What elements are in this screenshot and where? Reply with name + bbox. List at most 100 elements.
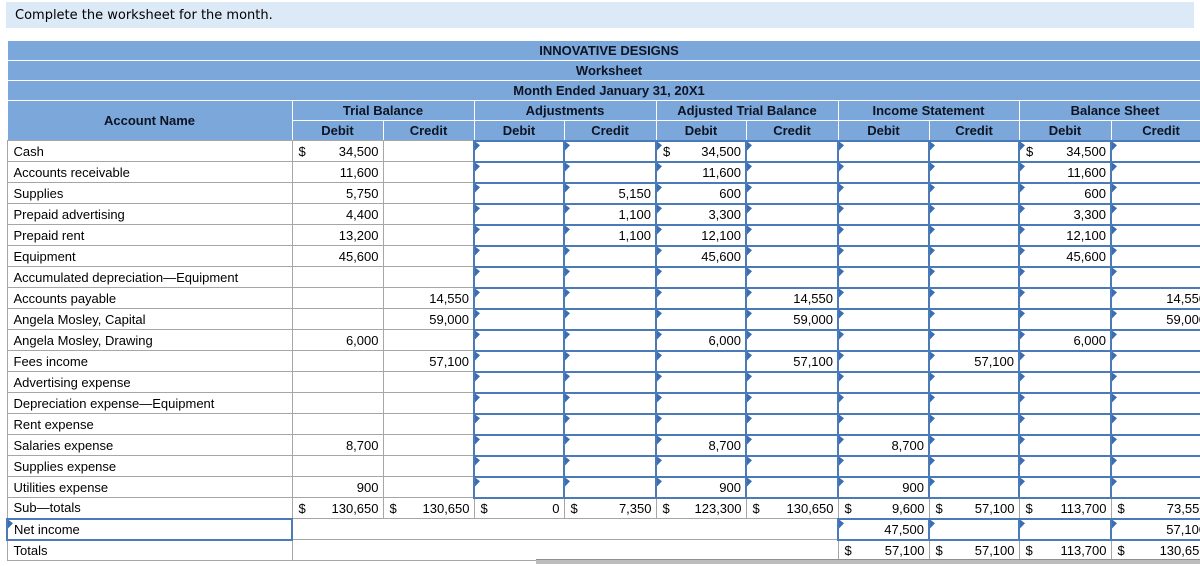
- cell-adjusted-trial-balance-debit[interactable]: 45,600: [655, 244, 747, 268]
- cell-income-statement-debit[interactable]: [837, 139, 930, 163]
- cell-adjusted-trial-balance-credit[interactable]: [745, 391, 839, 415]
- cell-adjustments-debit[interactable]: [473, 286, 565, 310]
- cell-adjusted-trial-balance-debit[interactable]: 8,700: [655, 433, 747, 457]
- cell-balance-sheet-debit[interactable]: [1018, 475, 1112, 499]
- cell-balance-sheet-debit[interactable]: [1018, 265, 1112, 289]
- cell-adjusted-trial-balance-debit[interactable]: 6,000: [655, 328, 747, 352]
- cell-balance-sheet-debit[interactable]: [1018, 517, 1112, 541]
- cell-adjusted-trial-balance-credit[interactable]: 59,000: [745, 307, 839, 331]
- cell-adjusted-trial-balance-debit[interactable]: 11,600: [655, 160, 747, 184]
- cell-balance-sheet-debit[interactable]: [1018, 286, 1112, 310]
- cell-income-statement-credit[interactable]: [928, 307, 1020, 331]
- cell-adjusted-trial-balance-credit[interactable]: [745, 412, 839, 436]
- cell-adjusted-trial-balance-credit[interactable]: [745, 139, 839, 163]
- cell-balance-sheet-credit[interactable]: [1109, 160, 1200, 184]
- cell-adjusted-trial-balance-credit[interactable]: [745, 244, 839, 268]
- cell-adjustments-debit[interactable]: [473, 391, 565, 415]
- cell-balance-sheet-debit[interactable]: [1018, 391, 1112, 415]
- cell-adjustments-debit[interactable]: [473, 433, 565, 457]
- cell-adjusted-trial-balance-debit[interactable]: [655, 286, 747, 310]
- cell-adjusted-trial-balance-debit[interactable]: 600: [655, 181, 747, 205]
- cell-adjusted-trial-balance-debit[interactable]: [655, 412, 747, 436]
- cell-adjusted-trial-balance-credit[interactable]: [745, 475, 839, 499]
- cell-balance-sheet-debit[interactable]: [1018, 412, 1112, 436]
- cell-balance-sheet-credit[interactable]: [1109, 202, 1200, 226]
- cell-adjustments-debit[interactable]: [473, 349, 565, 373]
- cell-adjusted-trial-balance-credit[interactable]: 14,550: [745, 286, 839, 310]
- cell-income-statement-credit[interactable]: [928, 391, 1020, 415]
- cell-adjusted-trial-balance-debit[interactable]: 3,300: [655, 202, 747, 226]
- cell-income-statement-credit[interactable]: [928, 517, 1020, 541]
- cell-adjusted-trial-balance-debit[interactable]: [655, 265, 747, 289]
- cell-adjustments-debit[interactable]: [473, 454, 565, 478]
- cell-balance-sheet-credit[interactable]: [1109, 391, 1200, 415]
- cell-adjustments-debit[interactable]: [473, 265, 565, 289]
- cell-adjustments-credit[interactable]: [563, 412, 657, 436]
- horizontal-scrollbar[interactable]: [536, 559, 1200, 564]
- cell-balance-sheet-credit[interactable]: [1109, 370, 1200, 394]
- cell-adjustments-credit[interactable]: 1,100: [563, 223, 657, 247]
- cell-balance-sheet-credit[interactable]: 14,550: [1109, 286, 1200, 310]
- cell-balance-sheet-credit[interactable]: [1109, 223, 1200, 247]
- cell-adjustments-debit[interactable]: [473, 370, 565, 394]
- cell-income-statement-credit[interactable]: [928, 160, 1020, 184]
- cell-income-statement-debit[interactable]: [837, 244, 930, 268]
- cell-income-statement-credit[interactable]: [928, 286, 1020, 310]
- cell-adjusted-trial-balance-debit[interactable]: [655, 307, 747, 331]
- cell-adjustments-credit[interactable]: [563, 139, 657, 163]
- cell-adjusted-trial-balance-debit[interactable]: [655, 349, 747, 373]
- cell-balance-sheet-debit[interactable]: 45,600: [1018, 244, 1112, 268]
- cell-adjusted-trial-balance-debit[interactable]: 12,100: [655, 223, 747, 247]
- cell-income-statement-credit[interactable]: [928, 265, 1020, 289]
- account-name-cell[interactable]: Net income: [6, 517, 293, 541]
- cell-income-statement-debit[interactable]: [837, 181, 930, 205]
- cell-adjustments-credit[interactable]: 5,150: [563, 181, 657, 205]
- cell-income-statement-debit[interactable]: [837, 286, 930, 310]
- cell-balance-sheet-debit[interactable]: 600: [1018, 181, 1112, 205]
- cell-balance-sheet-credit[interactable]: 59,000: [1109, 307, 1200, 331]
- cell-adjustments-credit[interactable]: [563, 286, 657, 310]
- cell-income-statement-debit[interactable]: [837, 307, 930, 331]
- cell-balance-sheet-credit[interactable]: [1109, 454, 1200, 478]
- cell-balance-sheet-debit[interactable]: 12,100: [1018, 223, 1112, 247]
- cell-adjusted-trial-balance-debit[interactable]: [655, 391, 747, 415]
- cell-income-statement-debit[interactable]: [837, 349, 930, 373]
- cell-adjustments-credit[interactable]: 1,100: [563, 202, 657, 226]
- cell-balance-sheet-credit[interactable]: 57,100: [1109, 517, 1200, 541]
- cell-income-statement-debit[interactable]: 8,700: [837, 433, 930, 457]
- cell-adjustments-credit[interactable]: [563, 349, 657, 373]
- cell-balance-sheet-credit[interactable]: [1109, 244, 1200, 268]
- cell-adjusted-trial-balance-credit[interactable]: [745, 160, 839, 184]
- cell-balance-sheet-credit[interactable]: [1109, 475, 1200, 499]
- cell-adjustments-credit[interactable]: [563, 265, 657, 289]
- cell-adjustments-credit[interactable]: [563, 307, 657, 331]
- cell-income-statement-debit[interactable]: 47,500: [837, 517, 930, 541]
- cell-balance-sheet-credit[interactable]: [1109, 139, 1200, 163]
- cell-adjusted-trial-balance-debit[interactable]: [655, 370, 747, 394]
- cell-adjusted-trial-balance-credit[interactable]: [745, 223, 839, 247]
- cell-balance-sheet-credit[interactable]: [1109, 433, 1200, 457]
- cell-income-statement-debit[interactable]: [837, 265, 930, 289]
- cell-income-statement-credit[interactable]: [928, 202, 1020, 226]
- cell-adjusted-trial-balance-debit[interactable]: [655, 454, 747, 478]
- cell-income-statement-debit[interactable]: [837, 223, 930, 247]
- cell-balance-sheet-credit[interactable]: [1109, 181, 1200, 205]
- cell-balance-sheet-debit[interactable]: [1018, 370, 1112, 394]
- cell-adjusted-trial-balance-credit[interactable]: [745, 370, 839, 394]
- cell-income-statement-debit[interactable]: [837, 328, 930, 352]
- cell-income-statement-credit[interactable]: [928, 433, 1020, 457]
- cell-adjustments-debit[interactable]: [473, 139, 565, 163]
- cell-adjustments-debit[interactable]: [473, 223, 565, 247]
- cell-balance-sheet-debit[interactable]: [1018, 454, 1112, 478]
- cell-adjusted-trial-balance-credit[interactable]: [745, 454, 839, 478]
- cell-balance-sheet-debit[interactable]: 11,600: [1018, 160, 1112, 184]
- cell-adjusted-trial-balance-credit[interactable]: 57,100: [745, 349, 839, 373]
- cell-income-statement-credit[interactable]: [928, 181, 1020, 205]
- cell-adjusted-trial-balance-credit[interactable]: [745, 202, 839, 226]
- cell-adjustments-debit[interactable]: [473, 475, 565, 499]
- cell-income-statement-credit[interactable]: [928, 223, 1020, 247]
- cell-balance-sheet-credit[interactable]: [1109, 265, 1200, 289]
- cell-balance-sheet-credit[interactable]: [1109, 349, 1200, 373]
- cell-adjustments-credit[interactable]: [563, 160, 657, 184]
- cell-income-statement-credit[interactable]: 57,100: [928, 349, 1020, 373]
